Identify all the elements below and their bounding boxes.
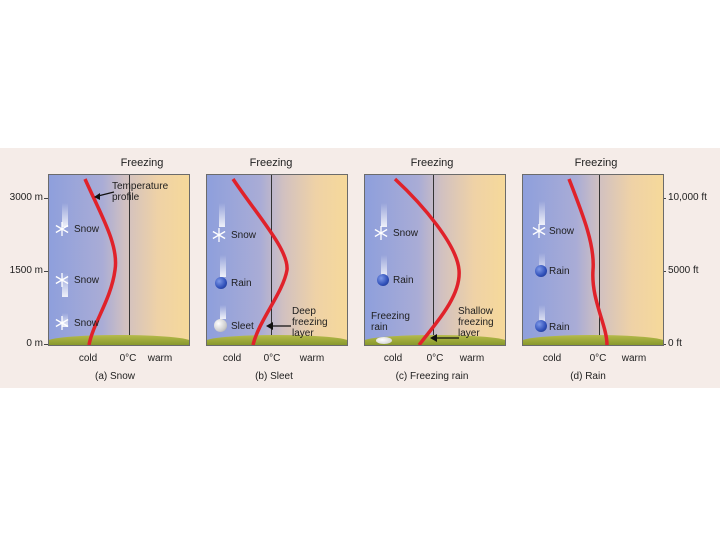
axis-zero-label: 0°C — [119, 353, 137, 364]
temperature-profile-curve — [393, 177, 461, 345]
annotation-line-2: freezing — [458, 317, 494, 328]
precip-label-line-2: rain — [371, 322, 388, 333]
annotation-arrow — [266, 322, 291, 330]
freezing-label-d: Freezing — [574, 157, 618, 169]
annotation-line-2: freezing — [292, 317, 328, 328]
axis-zero-label: 0°C — [426, 353, 444, 364]
precip-label: Rain — [231, 278, 252, 289]
precip-label-line-1: Freezing — [371, 311, 410, 322]
axis-cold-label: cold — [78, 353, 98, 364]
precip-label: Snow — [393, 228, 419, 239]
panel-snow — [48, 174, 190, 346]
ground — [523, 335, 663, 345]
axis-warm-label: warm — [147, 353, 173, 364]
temperature-profile-annotation: Temperature profile — [112, 181, 168, 203]
annotation-line-1: Shallow — [458, 306, 494, 317]
snowflake-icon — [55, 222, 69, 236]
freezing-line — [129, 175, 130, 345]
left-axis-label-bottom: 0 m — [26, 338, 43, 349]
raindrop-icon — [535, 320, 547, 332]
precip-label: Snow — [74, 224, 100, 235]
freezing-drop-icon — [376, 337, 392, 344]
right-axis-label-mid: 5000 ft — [668, 265, 699, 276]
raindrop-icon — [377, 274, 389, 286]
sleet-pellet-icon — [214, 319, 227, 332]
left-axis-label-top: 3000 m — [9, 192, 43, 203]
left-axis-label-mid: 1500 m — [9, 265, 43, 276]
snowflake-icon — [374, 226, 388, 240]
temperature-profile-curve — [231, 178, 289, 345]
snowflake-icon — [55, 316, 69, 330]
ground — [207, 335, 347, 345]
snowflake-icon — [532, 224, 546, 238]
annotation-arrow — [430, 334, 459, 342]
raindrop-icon — [215, 277, 227, 289]
precip-label: Snow — [74, 318, 100, 329]
annotation-line-3: layer — [292, 328, 314, 339]
freezing-line — [271, 175, 272, 345]
caption-snow: (a) Snow — [94, 371, 136, 382]
temperature-profile-curve — [83, 178, 118, 345]
caption-rain: (d) Rain — [570, 371, 606, 382]
freezing-rain-label: Freezing rain — [371, 311, 410, 333]
right-axis-label-bottom: 0 ft — [668, 338, 682, 349]
snowflake-icon — [55, 273, 69, 287]
annotation-line-1: Temperature — [112, 181, 169, 192]
annotation-arrow — [94, 191, 115, 200]
freezing-line — [433, 175, 434, 345]
panel-sleet — [206, 174, 348, 346]
precip-label: Sleet — [231, 321, 254, 332]
raindrop-icon — [535, 265, 547, 277]
precip-label: Snow — [74, 275, 100, 286]
axis-cold-label: cold — [542, 353, 562, 364]
annotation-line-3: layer — [458, 328, 480, 339]
temperature-profile-curve — [567, 178, 609, 345]
annotation-line-2: profile — [112, 192, 140, 203]
axis-zero-label: 0°C — [589, 353, 607, 364]
precip-label: Rain — [549, 266, 570, 277]
freezing-label-b: Freezing — [249, 157, 293, 169]
axis-warm-label: warm — [299, 353, 325, 364]
axis-warm-label: warm — [459, 353, 485, 364]
axis-warm-label: warm — [621, 353, 647, 364]
panel-freezing-rain — [364, 174, 506, 346]
caption-freezing-rain: (c) Freezing rain — [395, 371, 469, 382]
deep-freezing-layer-annotation: Deep freezing layer — [292, 306, 328, 339]
axis-cold-label: cold — [222, 353, 242, 364]
annotation-line-1: Deep — [292, 306, 316, 317]
freezing-line — [599, 175, 600, 345]
panel-rain — [522, 174, 664, 346]
freezing-label-c: Freezing — [410, 157, 454, 169]
axis-zero-label: 0°C — [263, 353, 281, 364]
axis-cold-label: cold — [383, 353, 403, 364]
right-axis-label-top: 10,000 ft — [668, 192, 707, 203]
precip-label: Rain — [393, 275, 414, 286]
caption-sleet: (b) Sleet — [255, 371, 293, 382]
ground — [49, 335, 189, 345]
snowflake-icon — [212, 228, 226, 242]
precip-label: Snow — [549, 226, 575, 237]
shallow-freezing-layer-annotation: Shallow freezing layer — [458, 306, 494, 339]
precip-label: Snow — [231, 230, 257, 241]
freezing-label-a: Freezing — [120, 157, 164, 169]
precip-label: Rain — [549, 322, 570, 333]
